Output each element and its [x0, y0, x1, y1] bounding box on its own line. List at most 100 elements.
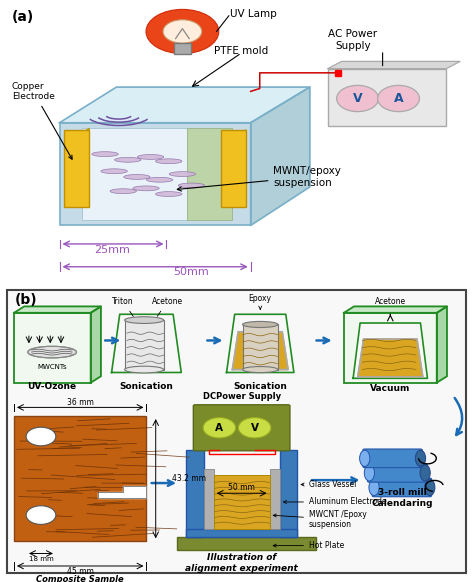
Circle shape [238, 418, 271, 438]
Text: V: V [353, 92, 363, 105]
Polygon shape [14, 306, 101, 313]
Ellipse shape [124, 175, 150, 179]
Text: 3-roll mill
Calendaring: 3-roll mill Calendaring [371, 488, 433, 508]
Circle shape [378, 86, 419, 112]
FancyBboxPatch shape [270, 469, 280, 528]
Text: (b): (b) [15, 293, 37, 307]
Text: Illustration of
alignment experiment: Illustration of alignment experiment [185, 553, 298, 573]
Polygon shape [344, 306, 447, 313]
Text: Copper
Electrode: Copper Electrode [12, 81, 72, 159]
Polygon shape [358, 339, 423, 377]
Text: UV-Ozone: UV-Ozone [27, 382, 77, 391]
Text: Sonication: Sonication [119, 382, 173, 391]
Text: A: A [215, 423, 223, 433]
Ellipse shape [28, 346, 76, 358]
FancyBboxPatch shape [177, 537, 316, 550]
Ellipse shape [360, 450, 370, 467]
Polygon shape [227, 314, 294, 372]
Text: Epoxy: Epoxy [249, 294, 272, 309]
FancyBboxPatch shape [214, 475, 270, 528]
Text: 25mm: 25mm [94, 244, 130, 254]
Text: Glass Vessel: Glass Vessel [301, 480, 356, 489]
FancyBboxPatch shape [363, 449, 422, 468]
FancyBboxPatch shape [372, 478, 432, 497]
Polygon shape [328, 62, 460, 69]
Circle shape [26, 506, 56, 524]
Polygon shape [251, 87, 310, 225]
Polygon shape [353, 323, 428, 378]
FancyBboxPatch shape [7, 290, 466, 573]
Text: (a): (a) [12, 10, 34, 24]
Polygon shape [437, 306, 447, 383]
Ellipse shape [92, 152, 118, 157]
Ellipse shape [125, 366, 164, 373]
Polygon shape [60, 87, 310, 123]
Polygon shape [232, 130, 246, 207]
Text: V: V [251, 423, 259, 433]
FancyBboxPatch shape [14, 416, 146, 541]
Text: DCPower Supply: DCPower Supply [202, 392, 281, 401]
Text: 50 mm: 50 mm [228, 483, 255, 492]
Circle shape [203, 418, 236, 438]
Text: Vacuum: Vacuum [370, 384, 410, 392]
Ellipse shape [133, 186, 159, 191]
FancyBboxPatch shape [187, 129, 232, 220]
Text: Acetone: Acetone [152, 297, 183, 317]
Circle shape [337, 86, 379, 112]
Ellipse shape [146, 178, 173, 182]
Polygon shape [91, 306, 101, 383]
Ellipse shape [365, 464, 374, 481]
Text: MWNT/epoxy
suspension: MWNT/epoxy suspension [177, 166, 341, 191]
Ellipse shape [169, 172, 196, 176]
Text: 50mm: 50mm [173, 267, 210, 277]
FancyBboxPatch shape [221, 130, 246, 207]
FancyBboxPatch shape [186, 528, 297, 537]
Polygon shape [98, 486, 146, 498]
Text: Acetone: Acetone [375, 297, 406, 306]
Ellipse shape [420, 464, 430, 481]
Ellipse shape [110, 189, 137, 194]
Ellipse shape [163, 20, 202, 43]
Text: 36 mm: 36 mm [66, 398, 93, 407]
Text: Triton: Triton [112, 297, 134, 317]
FancyBboxPatch shape [82, 129, 232, 220]
Ellipse shape [115, 157, 141, 162]
Text: Hot Plate: Hot Plate [273, 541, 344, 550]
FancyBboxPatch shape [243, 324, 278, 370]
Ellipse shape [137, 155, 164, 159]
FancyBboxPatch shape [14, 313, 91, 383]
Text: Aluminum Electrode: Aluminum Electrode [283, 498, 387, 506]
Text: Composite Sample
(For Compact Tension Tests): Composite Sample (For Compact Tension Te… [14, 575, 146, 582]
Text: UV Lamp: UV Lamp [230, 9, 277, 19]
Text: 18 mm: 18 mm [28, 556, 54, 562]
Text: 45 mm: 45 mm [66, 567, 93, 576]
Ellipse shape [369, 480, 379, 496]
FancyBboxPatch shape [174, 44, 191, 54]
Ellipse shape [146, 9, 219, 54]
Ellipse shape [415, 450, 426, 467]
Ellipse shape [155, 159, 182, 164]
Text: Sonication: Sonication [233, 382, 287, 391]
Text: PTFE mold: PTFE mold [214, 47, 268, 56]
FancyBboxPatch shape [280, 449, 297, 537]
Polygon shape [232, 332, 288, 370]
Circle shape [26, 427, 56, 446]
FancyBboxPatch shape [203, 469, 214, 528]
Text: AC Power
Supply: AC Power Supply [328, 29, 378, 51]
Text: MWCNT /Epoxy
suspension: MWCNT /Epoxy suspension [273, 510, 367, 529]
FancyBboxPatch shape [367, 463, 427, 482]
Ellipse shape [101, 169, 128, 173]
FancyBboxPatch shape [344, 313, 437, 383]
Ellipse shape [178, 183, 205, 188]
FancyBboxPatch shape [125, 320, 164, 370]
FancyBboxPatch shape [64, 130, 89, 207]
Text: MWCNTs: MWCNTs [37, 364, 67, 370]
Polygon shape [111, 314, 181, 372]
Ellipse shape [243, 367, 278, 372]
Text: A: A [394, 92, 403, 105]
FancyBboxPatch shape [60, 123, 251, 225]
Ellipse shape [125, 317, 164, 324]
Text: 43.2 mm: 43.2 mm [172, 474, 206, 483]
FancyBboxPatch shape [328, 69, 447, 126]
Ellipse shape [425, 480, 435, 496]
